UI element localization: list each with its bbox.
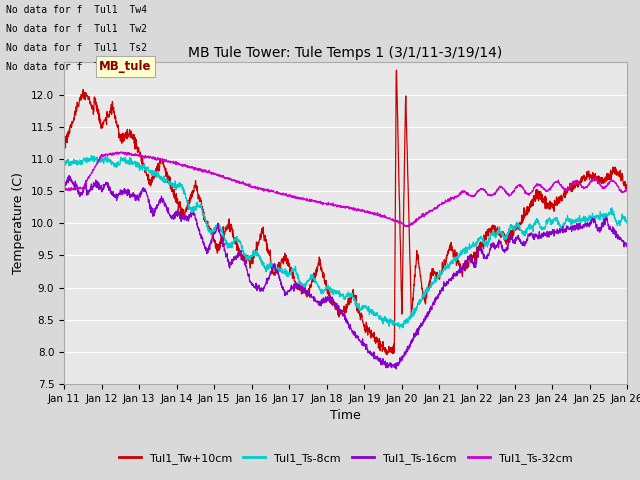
- Tul1_Ts-32cm: [89, 167, 97, 172]
- Tul1_Tw+10cm: [623, 181, 631, 187]
- Tul1_Tw+10cm: [607, 168, 615, 174]
- Tul1_Tw+10cm: [89, 106, 97, 111]
- Tul1_Ts-16cm: [504, 242, 512, 248]
- Text: No data for f  Tul1  Ts5: No data for f Tul1 Ts5: [6, 62, 147, 72]
- Tul1_Ts-8cm: [88, 153, 95, 158]
- Tul1_Ts-16cm: [65, 173, 73, 179]
- Tul1_Ts-32cm: [118, 149, 125, 155]
- Text: No data for f  Tul1  Tw4: No data for f Tul1 Tw4: [6, 5, 147, 15]
- Legend: Tul1_Tw+10cm, Tul1_Ts-8cm, Tul1_Ts-16cm, Tul1_Ts-32cm: Tul1_Tw+10cm, Tul1_Ts-8cm, Tul1_Ts-16cm,…: [115, 449, 577, 468]
- Tul1_Ts-8cm: [396, 325, 403, 331]
- Text: No data for f  Tul1  Ts2: No data for f Tul1 Ts2: [6, 43, 147, 53]
- Tul1_Ts-8cm: [60, 158, 68, 164]
- Tul1_Ts-16cm: [607, 227, 615, 233]
- Tul1_Ts-32cm: [403, 224, 411, 229]
- Tul1_Ts-16cm: [607, 226, 615, 232]
- Text: No data for f  Tul1  Tw2: No data for f Tul1 Tw2: [6, 24, 147, 34]
- X-axis label: Time: Time: [330, 409, 361, 422]
- Tul1_Ts-32cm: [607, 179, 615, 184]
- Tul1_Ts-16cm: [623, 242, 631, 248]
- Tul1_Ts-8cm: [607, 210, 615, 216]
- Tul1_Tw+10cm: [383, 351, 390, 357]
- Tul1_Ts-8cm: [319, 290, 327, 296]
- Line: Tul1_Ts-8cm: Tul1_Ts-8cm: [64, 156, 627, 328]
- Tul1_Ts-8cm: [607, 209, 615, 215]
- Tul1_Ts-16cm: [60, 188, 68, 194]
- Tul1_Tw+10cm: [60, 139, 68, 144]
- Tul1_Tw+10cm: [504, 233, 512, 239]
- Tul1_Ts-32cm: [623, 186, 631, 192]
- Tul1_Ts-16cm: [392, 366, 400, 372]
- Tul1_Tw+10cm: [334, 308, 342, 314]
- Tul1_Ts-32cm: [607, 179, 615, 184]
- Title: MB Tule Tower: Tule Temps 1 (3/1/11-3/19/14): MB Tule Tower: Tule Temps 1 (3/1/11-3/19…: [188, 46, 503, 60]
- Tul1_Ts-32cm: [319, 201, 327, 206]
- Line: Tul1_Ts-32cm: Tul1_Ts-32cm: [64, 152, 627, 227]
- Tul1_Ts-16cm: [334, 304, 342, 310]
- Tul1_Ts-8cm: [623, 219, 631, 225]
- Tul1_Ts-8cm: [334, 288, 342, 294]
- Tul1_Ts-8cm: [89, 154, 97, 159]
- Tul1_Tw+10cm: [319, 274, 327, 280]
- Y-axis label: Temperature (C): Temperature (C): [12, 172, 26, 274]
- Tul1_Tw+10cm: [392, 67, 400, 73]
- Tul1_Ts-16cm: [89, 184, 97, 190]
- Tul1_Ts-32cm: [60, 189, 68, 194]
- Tul1_Ts-32cm: [504, 191, 512, 197]
- Text: MB_tule: MB_tule: [99, 60, 152, 73]
- Tul1_Ts-16cm: [319, 299, 327, 305]
- Line: Tul1_Ts-16cm: Tul1_Ts-16cm: [64, 176, 627, 369]
- Tul1_Tw+10cm: [607, 177, 615, 182]
- Tul1_Ts-8cm: [504, 229, 512, 235]
- Tul1_Ts-32cm: [334, 204, 342, 210]
- Line: Tul1_Tw+10cm: Tul1_Tw+10cm: [64, 70, 627, 354]
